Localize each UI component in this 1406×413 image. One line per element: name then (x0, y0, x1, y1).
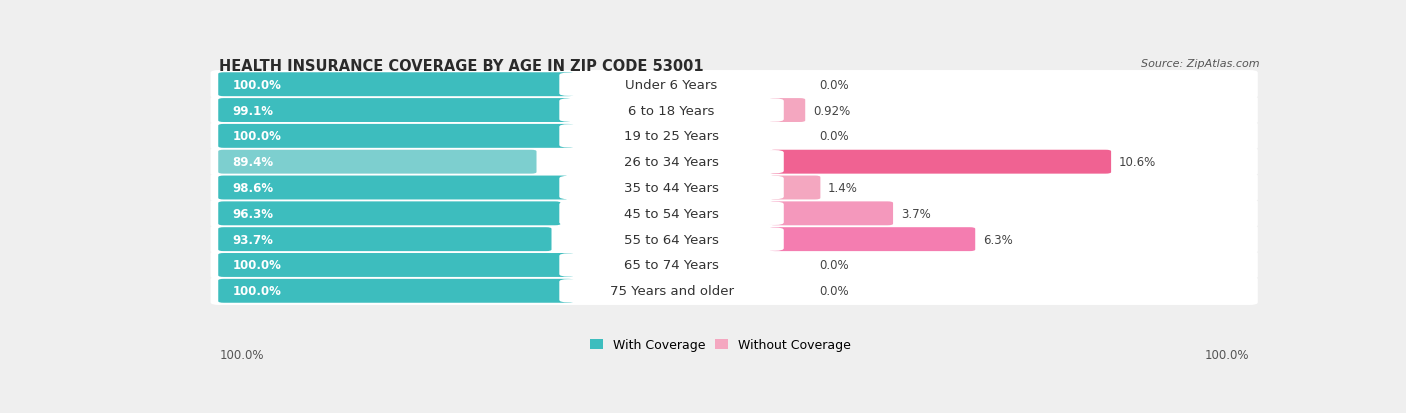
Text: Source: ZipAtlas.com: Source: ZipAtlas.com (1142, 59, 1260, 69)
FancyBboxPatch shape (211, 148, 1258, 176)
FancyBboxPatch shape (769, 150, 1111, 174)
Text: 100.0%: 100.0% (232, 285, 281, 298)
FancyBboxPatch shape (211, 251, 1258, 280)
FancyBboxPatch shape (218, 176, 568, 200)
FancyBboxPatch shape (769, 176, 820, 200)
Text: 19 to 25 Years: 19 to 25 Years (624, 130, 718, 143)
FancyBboxPatch shape (560, 254, 783, 277)
FancyBboxPatch shape (218, 228, 551, 252)
FancyBboxPatch shape (218, 73, 574, 97)
FancyBboxPatch shape (218, 99, 571, 123)
FancyBboxPatch shape (218, 254, 574, 277)
FancyBboxPatch shape (218, 150, 537, 174)
FancyBboxPatch shape (560, 176, 783, 199)
Text: Under 6 Years: Under 6 Years (626, 78, 717, 92)
Text: 100.0%: 100.0% (219, 348, 264, 361)
FancyBboxPatch shape (218, 125, 574, 148)
FancyBboxPatch shape (211, 225, 1258, 254)
Text: 96.3%: 96.3% (232, 207, 273, 220)
FancyBboxPatch shape (560, 228, 783, 251)
FancyBboxPatch shape (769, 202, 893, 226)
Text: 0.0%: 0.0% (820, 285, 849, 298)
Text: 35 to 44 Years: 35 to 44 Years (624, 182, 718, 195)
FancyBboxPatch shape (560, 280, 783, 303)
FancyBboxPatch shape (218, 279, 574, 303)
Text: 100.0%: 100.0% (232, 78, 281, 92)
FancyBboxPatch shape (218, 202, 561, 226)
FancyBboxPatch shape (769, 99, 806, 123)
FancyBboxPatch shape (560, 125, 783, 148)
FancyBboxPatch shape (211, 174, 1258, 202)
Text: HEALTH INSURANCE COVERAGE BY AGE IN ZIP CODE 53001: HEALTH INSURANCE COVERAGE BY AGE IN ZIP … (219, 59, 704, 74)
Text: 100.0%: 100.0% (1205, 348, 1249, 361)
Text: 93.7%: 93.7% (232, 233, 273, 246)
Text: 89.4%: 89.4% (232, 156, 274, 169)
Legend: With Coverage, Without Coverage: With Coverage, Without Coverage (585, 334, 856, 356)
FancyBboxPatch shape (211, 199, 1258, 228)
Text: 100.0%: 100.0% (232, 259, 281, 272)
Text: 65 to 74 Years: 65 to 74 Years (624, 259, 718, 272)
Text: 26 to 34 Years: 26 to 34 Years (624, 156, 718, 169)
Text: 0.0%: 0.0% (820, 130, 849, 143)
Text: 98.6%: 98.6% (232, 182, 274, 195)
Text: 55 to 64 Years: 55 to 64 Years (624, 233, 718, 246)
Text: 0.0%: 0.0% (820, 259, 849, 272)
FancyBboxPatch shape (769, 228, 976, 252)
Text: 6 to 18 Years: 6 to 18 Years (628, 104, 714, 117)
FancyBboxPatch shape (560, 151, 783, 174)
Text: 3.7%: 3.7% (901, 207, 931, 220)
Text: 10.6%: 10.6% (1119, 156, 1156, 169)
Text: 75 Years and older: 75 Years and older (610, 285, 734, 298)
FancyBboxPatch shape (211, 97, 1258, 125)
FancyBboxPatch shape (211, 122, 1258, 151)
Text: 99.1%: 99.1% (232, 104, 273, 117)
FancyBboxPatch shape (560, 74, 783, 97)
Text: 0.0%: 0.0% (820, 78, 849, 92)
Text: 0.92%: 0.92% (813, 104, 851, 117)
Text: 45 to 54 Years: 45 to 54 Years (624, 207, 718, 220)
Text: 100.0%: 100.0% (232, 130, 281, 143)
FancyBboxPatch shape (560, 202, 783, 225)
FancyBboxPatch shape (560, 99, 783, 122)
FancyBboxPatch shape (211, 71, 1258, 99)
FancyBboxPatch shape (211, 277, 1258, 305)
Text: 6.3%: 6.3% (983, 233, 1012, 246)
Text: 1.4%: 1.4% (828, 182, 858, 195)
